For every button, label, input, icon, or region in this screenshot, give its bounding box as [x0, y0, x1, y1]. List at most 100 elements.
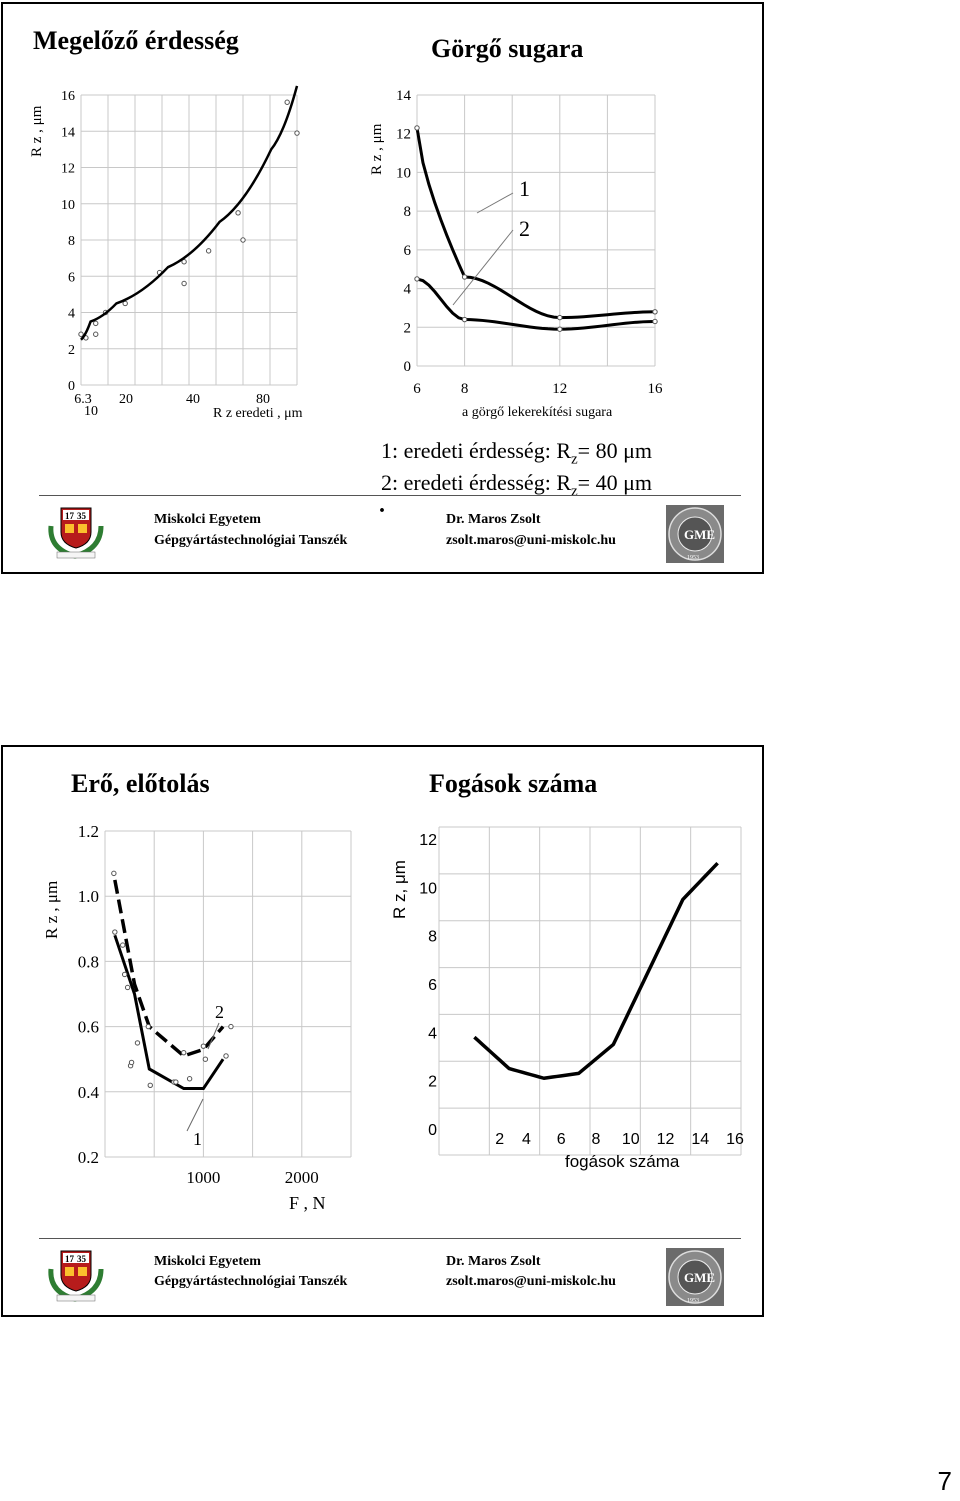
footer-rule	[39, 495, 741, 496]
data-point	[652, 318, 658, 325]
data-point	[414, 276, 420, 282]
y-tick-label: 4	[68, 307, 75, 322]
slide-1-title-left: Megelőző érdesség	[33, 26, 239, 55]
footer-university: Miskolci Egyetem	[154, 1254, 261, 1269]
y-tick-label: 16	[61, 89, 75, 104]
department-logo: GME 1953	[666, 505, 724, 563]
data-point	[461, 316, 468, 323]
data-point	[414, 125, 420, 131]
series-line-1	[113, 934, 225, 1091]
chart-force-feed: R z , μm 0.2 0.4 0.6 0.8 1.0 1.2 1000 2000 F ,…	[42, 822, 352, 1213]
data-point	[111, 870, 117, 877]
x-tick-label: 12	[657, 1131, 675, 1148]
chart-grid	[80, 94, 298, 386]
y-tick-label: 4	[404, 282, 412, 298]
chart-grid	[104, 830, 352, 1158]
page-number: 7	[937, 1466, 952, 1496]
data-point	[112, 929, 118, 935]
data-point	[240, 237, 246, 243]
x-tick-label: 40	[186, 392, 200, 407]
data-point	[557, 314, 563, 321]
y-tick-label: 2	[404, 320, 412, 336]
series-label-1: 1	[193, 1129, 202, 1149]
y-tick-label: 10	[396, 165, 411, 181]
y-tick-label: 8	[68, 234, 75, 249]
x-tick-label: 12	[552, 381, 567, 397]
legend-line-2: 2: eredeti érdesség: Rz= 40 μm	[381, 470, 652, 500]
data-point	[235, 210, 241, 216]
logo-year-left: 17	[65, 511, 75, 521]
x-axis-label: a görgő lekerekítési sugara	[462, 405, 613, 420]
y-axis-label: R z , μm	[369, 123, 385, 175]
footer-email[interactable]: zsolt.maros@uni-miskolc.hu	[446, 1274, 616, 1289]
logo-year-left: 17	[65, 1254, 75, 1264]
x-axis-label: R z eredeti , μm	[213, 406, 303, 421]
y-tick-label: 4	[428, 1025, 437, 1042]
footer-email[interactable]: zsolt.maros@uni-miskolc.hu	[446, 533, 616, 548]
y-tick-label: 12	[419, 832, 437, 849]
data-point	[294, 130, 300, 136]
x-tick-label: 6	[413, 381, 421, 397]
x-axis-label: F , N	[289, 1193, 326, 1213]
series-label-2: 2	[519, 216, 530, 241]
y-tick-label: 6	[68, 270, 75, 285]
y-tick-label: 8	[428, 929, 437, 946]
data-point	[223, 1053, 229, 1059]
y-tick-label: 0.8	[78, 952, 99, 971]
y-tick-label: 6	[404, 243, 412, 259]
x-tick-label: 10	[622, 1131, 640, 1148]
data-point	[557, 326, 563, 332]
y-tick-label: 0.2	[78, 1148, 99, 1167]
series-line-1	[415, 127, 656, 320]
y-tick-label: 0.4	[78, 1083, 100, 1102]
y-tick-label: 2	[428, 1074, 437, 1091]
series-line-2	[416, 277, 656, 331]
series-line-2	[113, 879, 225, 1058]
slide-1-title-right: Görgő sugara	[431, 34, 584, 63]
stray-dot: .	[379, 492, 385, 518]
university-logo: 17 35	[48, 507, 104, 559]
data-point	[202, 1056, 209, 1062]
y-tick-label: 0.6	[78, 1018, 99, 1037]
data-point	[145, 1023, 151, 1030]
y-tick-label: 2	[68, 343, 75, 358]
data-point	[122, 300, 128, 307]
data-point	[93, 320, 99, 327]
footer-author: Dr. Maros Zsolt	[446, 1254, 541, 1269]
slide-1: Megelőző érdesség Görgő sugara R z , μm …	[1, 2, 764, 574]
x-tick-label: 4	[522, 1131, 531, 1148]
data-point	[461, 274, 468, 280]
x-axis-label: fogások száma	[565, 1152, 680, 1171]
y-tick-label: 12	[61, 162, 75, 177]
x-tick-label: 8	[461, 381, 469, 397]
x-tick-label: 14	[691, 1131, 709, 1148]
y-tick-label: 12	[396, 127, 411, 143]
x-tick-label: 8	[592, 1131, 601, 1148]
data-point	[284, 99, 290, 105]
data-point	[186, 1076, 193, 1082]
y-tick-label: 0	[68, 379, 75, 394]
x-tick-label: 2000	[285, 1168, 319, 1187]
y-axis-label: R z , μm	[42, 881, 61, 939]
y-tick-label: 10	[61, 198, 75, 213]
data-point	[181, 1049, 187, 1056]
department-logo: GME 1953	[666, 1248, 724, 1306]
y-tick-label: 1.0	[78, 887, 99, 906]
data-point	[181, 259, 187, 265]
data-point	[200, 1043, 207, 1049]
slide-2-title-right: Fogások száma	[429, 769, 598, 798]
leader-line-2	[207, 1022, 220, 1050]
footer-university: Miskolci Egyetem	[154, 512, 261, 527]
data-point	[228, 1023, 234, 1030]
y-tick-label: 14	[396, 88, 412, 104]
data-point	[120, 942, 126, 948]
fit-curve	[80, 85, 299, 341]
x-tick-label: 80	[256, 392, 270, 407]
y-tick-label: 0	[428, 1122, 437, 1139]
footer-department: Gépgyártástechnológiai Tanszék	[154, 533, 348, 548]
y-tick-label: 6	[428, 977, 437, 994]
leader-line-1	[186, 1098, 204, 1132]
footer-author: Dr. Maros Zsolt	[446, 512, 541, 527]
